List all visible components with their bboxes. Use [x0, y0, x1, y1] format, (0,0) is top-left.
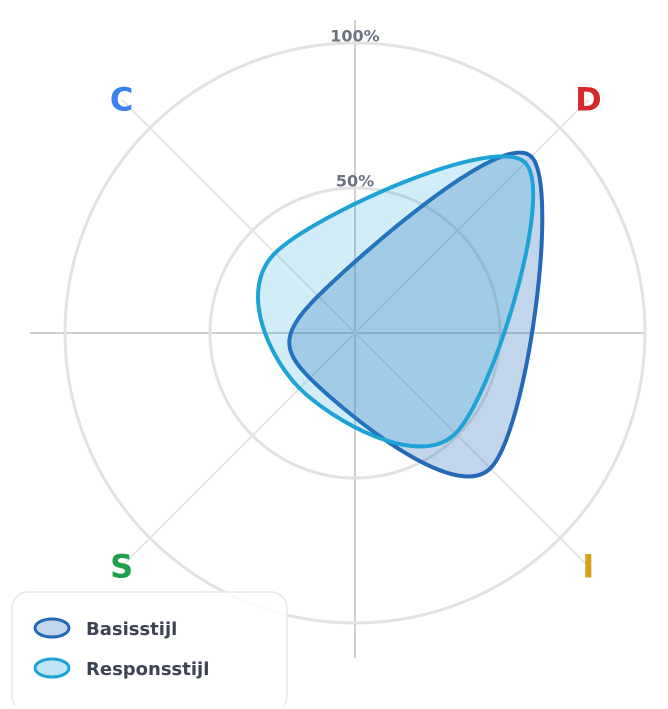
- category-label: I: [582, 547, 594, 585]
- series-area: [256, 154, 536, 449]
- r-tick-label: 50%: [336, 172, 374, 191]
- category-label: C: [110, 81, 133, 119]
- legend-swatch: [33, 617, 71, 639]
- spoke: [120, 332, 356, 568]
- grid-ring: [63, 41, 647, 625]
- grid-ring: [208, 186, 502, 480]
- legend-label: Basisstijl: [86, 619, 177, 640]
- legend-box: [11, 591, 288, 709]
- spoke: [354, 332, 590, 568]
- axis-cross: [30, 20, 645, 658]
- r-tick-label: 100%: [330, 27, 379, 46]
- legend-label: Responsstijl: [86, 659, 209, 680]
- category-label: S: [110, 547, 133, 585]
- legend-swatch: [33, 657, 71, 679]
- category-label: D: [575, 81, 602, 119]
- spoke: [354, 98, 590, 334]
- spoke: [120, 98, 356, 334]
